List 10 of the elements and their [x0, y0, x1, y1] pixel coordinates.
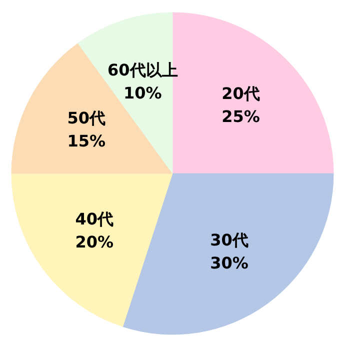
slice-label: 20代 [222, 84, 260, 104]
data-label: 20% [75, 232, 114, 252]
slice-label: 50代 [67, 108, 106, 128]
data-label: 25% [222, 107, 260, 126]
data-label: 15% [67, 132, 106, 151]
data-label: 30% [210, 254, 248, 273]
slice-label: 30代 [210, 230, 248, 250]
slice-label: 40代 [75, 209, 114, 228]
data-label: 10% [124, 84, 162, 103]
slice-label: 60代以上 [108, 60, 178, 80]
